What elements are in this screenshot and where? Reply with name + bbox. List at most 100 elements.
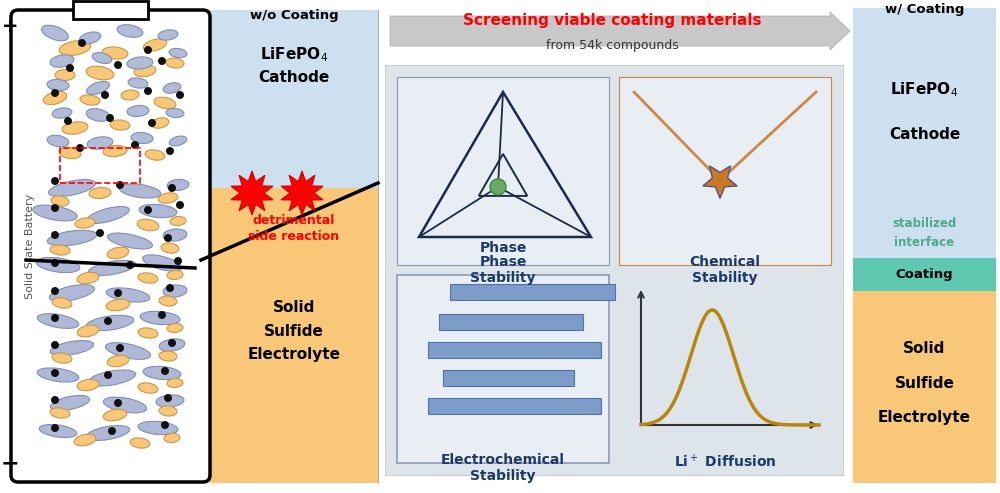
Circle shape (164, 234, 172, 242)
Ellipse shape (161, 243, 179, 253)
Ellipse shape (130, 438, 150, 448)
Circle shape (78, 39, 86, 47)
Text: Sulfide: Sulfide (264, 323, 324, 339)
Ellipse shape (55, 70, 75, 80)
Ellipse shape (143, 39, 167, 51)
Circle shape (104, 371, 112, 379)
Text: w/o Coating: w/o Coating (250, 8, 338, 22)
Ellipse shape (119, 184, 161, 198)
Circle shape (161, 421, 169, 429)
Ellipse shape (139, 204, 177, 218)
Ellipse shape (134, 66, 156, 76)
Text: −: − (1, 453, 19, 473)
Ellipse shape (86, 316, 134, 331)
Ellipse shape (127, 106, 149, 116)
Text: Solid: Solid (903, 341, 946, 356)
Bar (428, 342, 601, 358)
Ellipse shape (48, 179, 96, 197)
Circle shape (144, 206, 152, 214)
Ellipse shape (166, 108, 184, 117)
Text: Chemical
Stability: Chemical Stability (690, 255, 761, 285)
Ellipse shape (137, 219, 159, 231)
Bar (210, 188, 378, 483)
Circle shape (161, 367, 169, 375)
Bar (853, 8, 996, 203)
Ellipse shape (110, 120, 130, 130)
Circle shape (164, 394, 172, 402)
Polygon shape (281, 171, 323, 215)
Ellipse shape (167, 323, 183, 333)
Circle shape (158, 57, 166, 65)
Text: Coating: Coating (896, 268, 953, 281)
Text: Solid State Battery: Solid State Battery (25, 193, 35, 299)
Circle shape (114, 61, 122, 69)
Ellipse shape (52, 298, 72, 308)
Text: stabilized: stabilized (892, 217, 957, 230)
Circle shape (66, 64, 74, 72)
Ellipse shape (49, 284, 95, 301)
Circle shape (166, 147, 174, 155)
Circle shape (96, 229, 104, 237)
Ellipse shape (138, 383, 158, 393)
Text: Sulfide: Sulfide (895, 376, 954, 390)
Bar (450, 284, 615, 300)
Circle shape (51, 341, 59, 349)
Ellipse shape (128, 78, 148, 88)
Ellipse shape (52, 108, 72, 118)
Text: Screening viable coating materials: Screening viable coating materials (463, 13, 761, 29)
Ellipse shape (158, 30, 178, 40)
Ellipse shape (42, 25, 68, 41)
Ellipse shape (151, 118, 169, 128)
Text: Solid: Solid (273, 301, 315, 316)
Ellipse shape (169, 48, 187, 58)
Circle shape (176, 91, 184, 99)
Ellipse shape (87, 81, 109, 95)
Circle shape (51, 424, 59, 432)
Polygon shape (703, 166, 737, 198)
Ellipse shape (77, 325, 99, 337)
Ellipse shape (127, 57, 153, 69)
Ellipse shape (102, 47, 128, 59)
Ellipse shape (86, 66, 114, 80)
Circle shape (51, 314, 59, 322)
Bar (385, 65, 843, 475)
Circle shape (168, 184, 176, 192)
Circle shape (144, 46, 152, 54)
Ellipse shape (87, 207, 129, 223)
Text: +: + (2, 17, 18, 36)
Ellipse shape (106, 288, 150, 302)
Text: Phase: Phase (479, 241, 527, 255)
Ellipse shape (43, 91, 67, 105)
Ellipse shape (92, 53, 112, 64)
Text: Electrochemical
Stability: Electrochemical Stability (441, 453, 565, 483)
Ellipse shape (167, 179, 189, 191)
Ellipse shape (75, 218, 95, 228)
Ellipse shape (77, 272, 99, 284)
Bar (619, 77, 831, 265)
Ellipse shape (62, 122, 88, 134)
Ellipse shape (145, 150, 165, 160)
Ellipse shape (47, 135, 69, 147)
Ellipse shape (103, 145, 127, 157)
Text: LiFePO$_4$: LiFePO$_4$ (260, 46, 328, 65)
Ellipse shape (117, 25, 143, 37)
Ellipse shape (39, 424, 77, 437)
Circle shape (51, 89, 59, 97)
Ellipse shape (107, 247, 129, 259)
Bar (439, 314, 583, 330)
Circle shape (116, 344, 124, 352)
Ellipse shape (103, 397, 147, 413)
Ellipse shape (138, 328, 158, 338)
Ellipse shape (140, 311, 180, 325)
Circle shape (144, 87, 152, 95)
Ellipse shape (138, 422, 178, 435)
Ellipse shape (50, 395, 90, 411)
Ellipse shape (159, 351, 177, 361)
Text: Phase
Stability: Phase Stability (470, 255, 536, 285)
Circle shape (51, 259, 59, 267)
Text: Li$^+$ Diffusion: Li$^+$ Diffusion (674, 453, 776, 470)
Circle shape (51, 396, 59, 404)
Ellipse shape (52, 353, 72, 363)
Ellipse shape (47, 230, 97, 246)
Ellipse shape (163, 83, 181, 93)
